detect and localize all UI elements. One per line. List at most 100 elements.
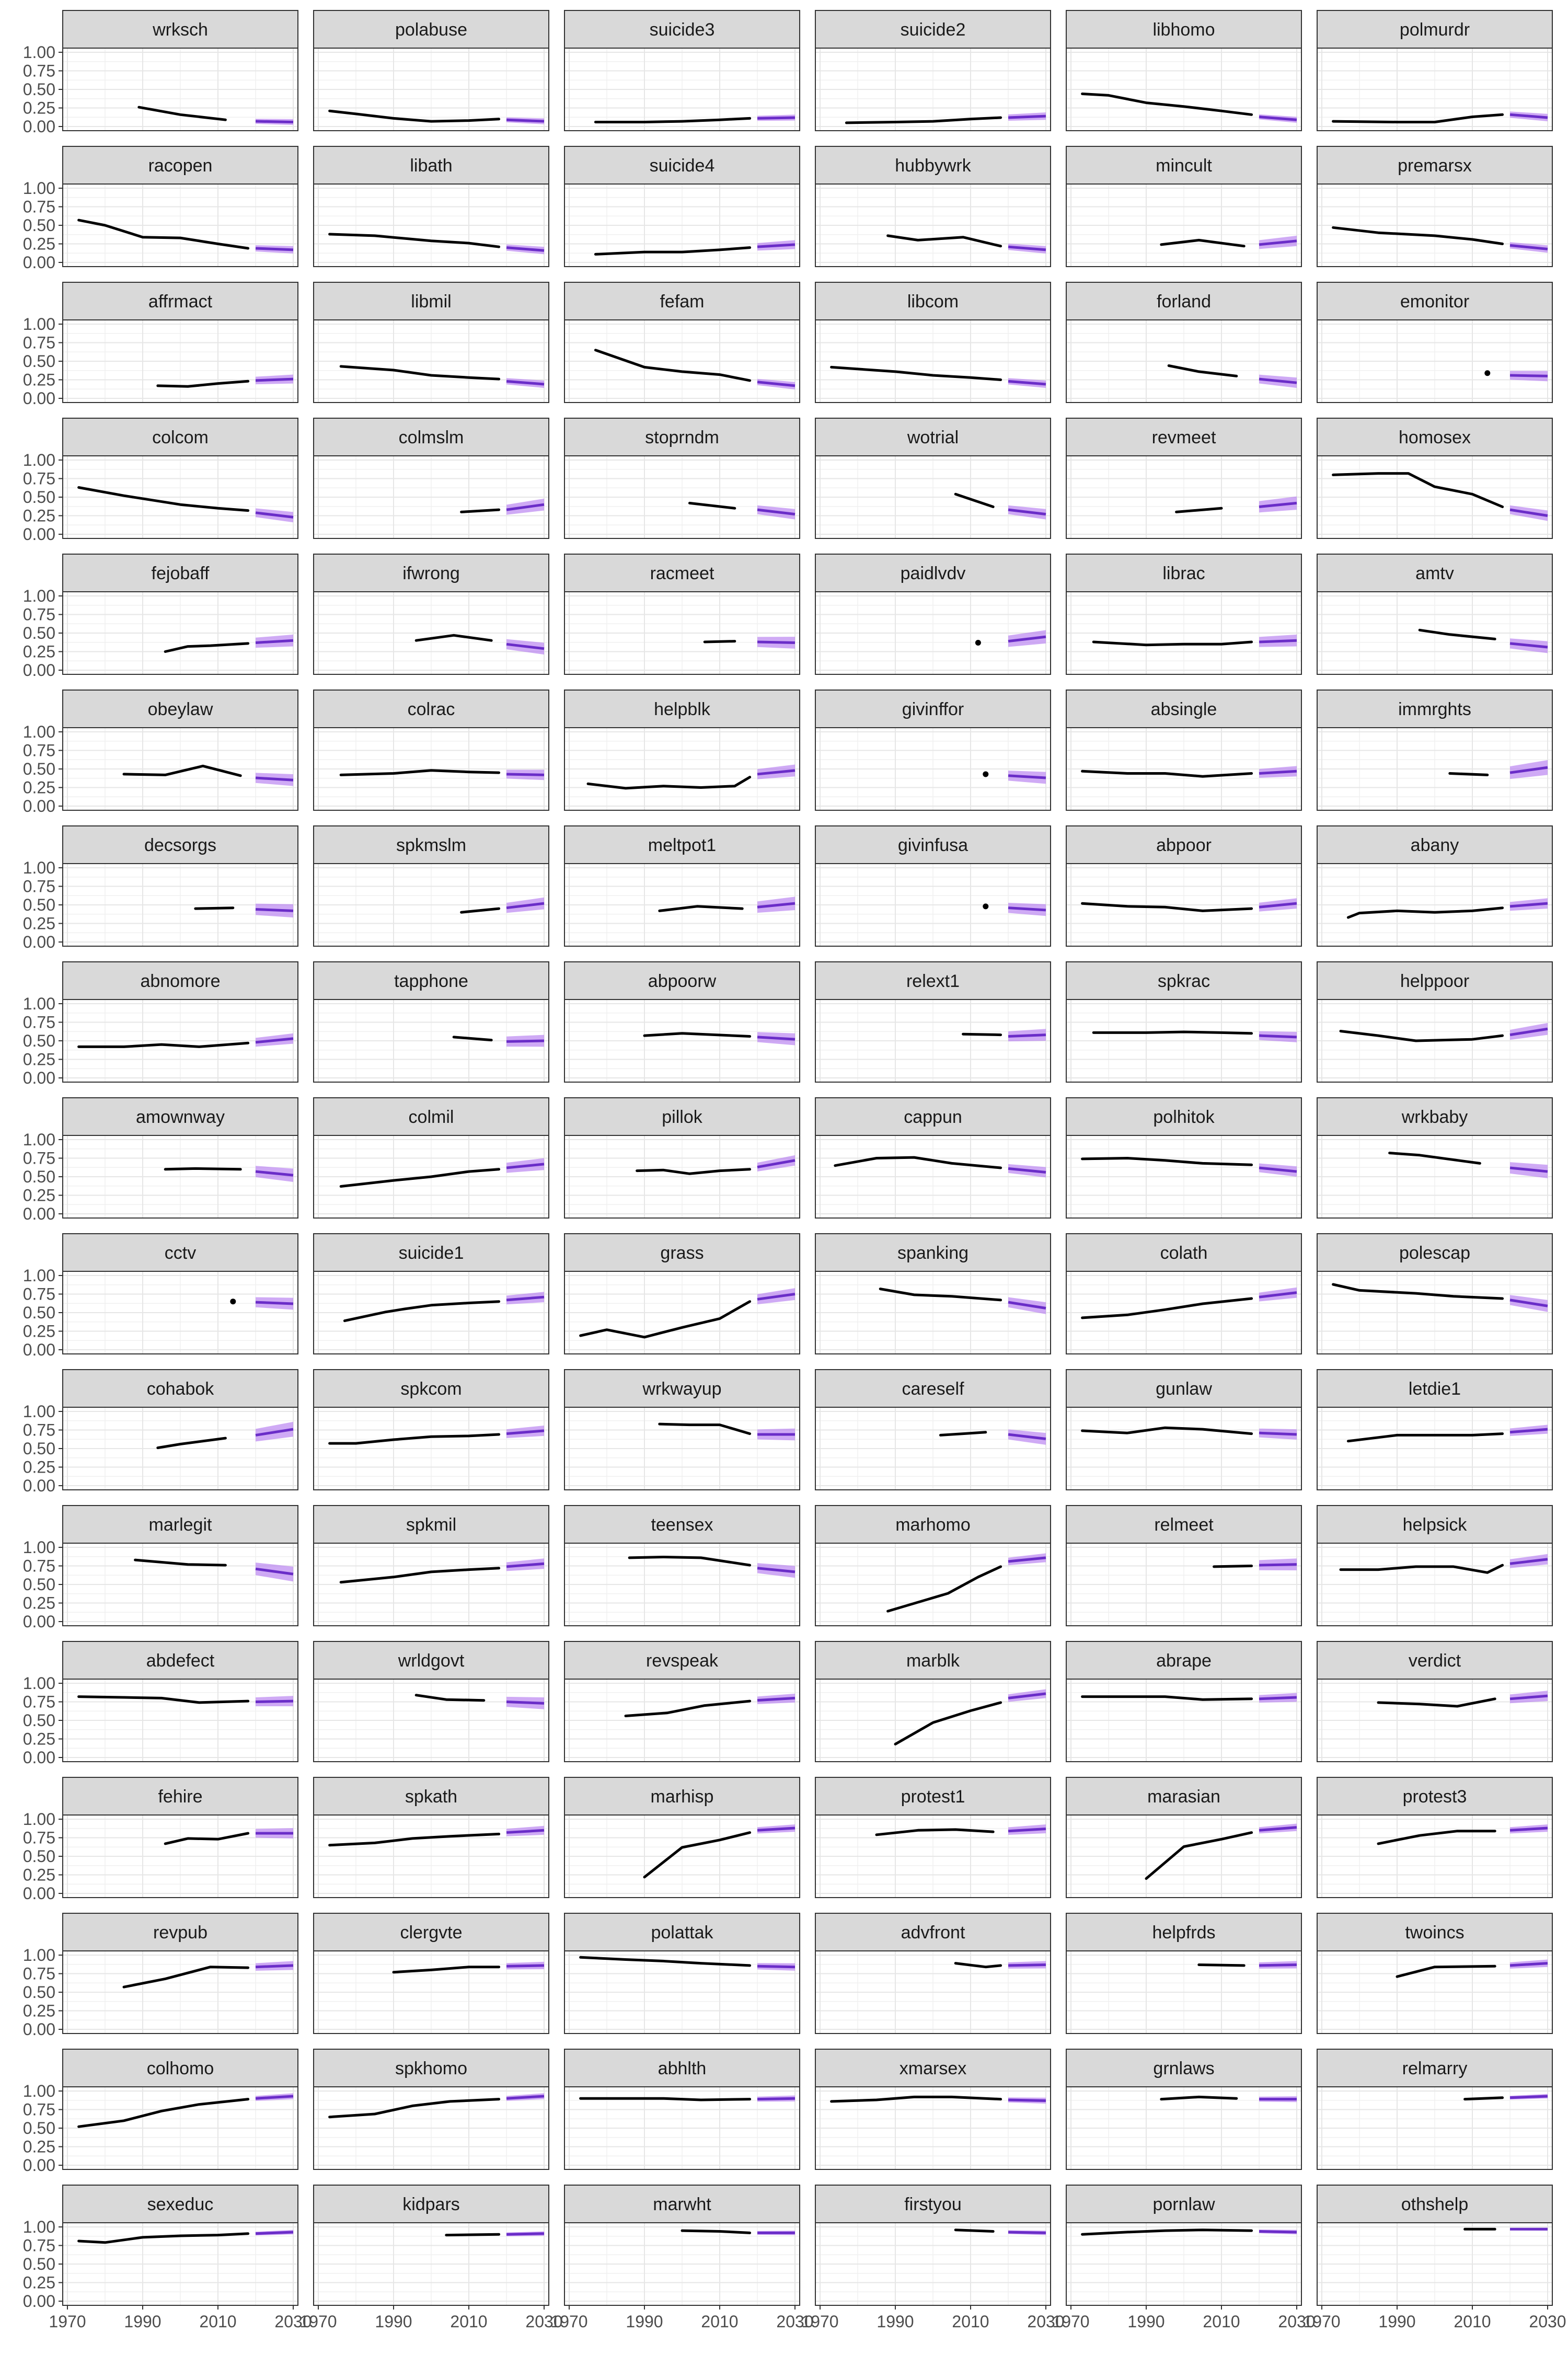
y-tick-label: 0.25 (23, 2138, 55, 2156)
y-tick-label: 0.00 (23, 1476, 55, 1495)
observed-line (445, 2233, 501, 2237)
observed-line (1167, 364, 1238, 377)
facet-strip (1317, 690, 1553, 728)
facet-panel-abany: abany (1317, 825, 1553, 947)
observed-line (1213, 1565, 1253, 1568)
facet-title: relext1 (906, 971, 960, 991)
facet-panel-clergvte: clergvte (313, 1913, 549, 2034)
observed-line (875, 1828, 995, 1836)
observed-line (845, 116, 1002, 124)
facet-strip (313, 1233, 549, 1272)
observed-line (1388, 1152, 1481, 1165)
observed-line (414, 634, 493, 642)
facet-title: abpoor (1156, 835, 1212, 855)
observed-line (77, 2098, 250, 2128)
y-tick-label: 0.25 (23, 1322, 55, 1341)
facet-title: helpsick (1403, 1515, 1468, 1535)
facet-panel-advfront: advfront (815, 1913, 1051, 2034)
facet-panel-marhisp: marhisp (564, 1777, 800, 1898)
facet-strip (564, 554, 800, 592)
facet-strip (62, 1097, 298, 1136)
facet-border (564, 183, 800, 267)
facet-border (815, 591, 1051, 675)
facet-title: libmil (411, 292, 451, 312)
y-tick-label: 0.50 (23, 352, 55, 371)
facet-panel-letdie1: letdie1 (1317, 1369, 1553, 1490)
facet-strip (815, 1097, 1051, 1136)
y-tick-label: 0.00 (23, 525, 55, 544)
facet-title: careself (902, 1379, 964, 1399)
y-tick-label: 0.50 (23, 1167, 55, 1186)
forecast-line (1509, 1299, 1548, 1307)
facet-border (564, 1679, 800, 1762)
facet-strip (62, 2185, 298, 2223)
y-tick-label: 1.00 (23, 722, 55, 741)
facet-border (564, 319, 800, 403)
facet-border (1317, 727, 1553, 811)
y-tick-label: 0.25 (23, 778, 55, 797)
observed-line (594, 349, 752, 382)
facet-title: decsorgs (144, 835, 216, 855)
forecast-line (1509, 1558, 1548, 1565)
facet-panel-spkhomo: spkhomo (313, 2049, 549, 2170)
facet-panel-libhomo: libhomo (1066, 10, 1302, 131)
y-tick-label: 0.50 (23, 895, 55, 914)
facet-title: revspeak (646, 1651, 719, 1671)
facet-strip (313, 1641, 549, 1680)
facet-title: racopen (148, 156, 213, 176)
facet-strip (313, 1505, 549, 1544)
observed-line (1081, 1157, 1253, 1166)
facet-title: emonitor (1400, 292, 1469, 312)
forecast-line (506, 118, 545, 123)
y-tick-label: 0.50 (23, 624, 55, 642)
facet-title: relmeet (1154, 1515, 1214, 1535)
y-tick-label: 1.00 (23, 43, 55, 62)
forecast-line (255, 1170, 294, 1177)
y-tick-label: 1.00 (23, 315, 55, 334)
facet-title: spkcom (400, 1379, 462, 1399)
facet-title: colcom (152, 428, 209, 447)
facet-title: protest1 (901, 1787, 965, 1807)
forecast-line (1509, 113, 1548, 119)
facet-panel-wrldgovt: wrldgovt (313, 1641, 549, 1762)
forecast-line (1259, 1696, 1297, 1701)
forecast-line (1008, 1167, 1046, 1174)
facet-panel-helpsick: helpsick (1317, 1505, 1553, 1626)
facet-panel-givinffor: givinffor (815, 690, 1051, 811)
facet-strip (564, 690, 800, 728)
observed-line (688, 501, 736, 510)
observed-line (579, 1956, 752, 1967)
y-tick-label: 0.50 (23, 1711, 55, 1730)
observed-line (122, 1966, 250, 1989)
y-tick-label: 1.00 (23, 2082, 55, 2100)
observed-line (1418, 628, 1496, 640)
y-tick-label: 0.00 (23, 1340, 55, 1359)
facet-title: grnlaws (1153, 2059, 1214, 2078)
forecast-line (1259, 239, 1297, 246)
facet-panel-fejobaff: fejobaff 0.000.250.500.751.00 (23, 554, 298, 680)
facet-strip (815, 1369, 1051, 1408)
facet-title: racmeet (650, 564, 714, 583)
observed-line (1081, 769, 1253, 778)
y-tick-label: 0.00 (23, 797, 55, 815)
forecast-line (255, 776, 294, 782)
observed-point (230, 1299, 236, 1305)
y-tick-label: 0.00 (23, 1612, 55, 1631)
facet-title: paidlvdv (901, 564, 966, 583)
y-tick-label: 0.00 (23, 2292, 55, 2311)
facet-border (1066, 727, 1302, 811)
facet-border (564, 1135, 800, 1219)
facet-title: polmurdr (1400, 20, 1470, 40)
observed-line (164, 642, 250, 653)
forecast-line (1259, 1034, 1297, 1039)
facet-title: stoprndm (645, 428, 719, 447)
observed-line (879, 1288, 1002, 1302)
forecast-line (506, 1295, 545, 1302)
facet-title: colath (1160, 1243, 1208, 1263)
observed-line (156, 380, 250, 388)
facet-title: affrmact (148, 292, 213, 312)
forecast-line (757, 1696, 795, 1702)
facet-border (313, 1135, 549, 1219)
forecast-line (757, 902, 795, 909)
facet-border (815, 2222, 1051, 2306)
